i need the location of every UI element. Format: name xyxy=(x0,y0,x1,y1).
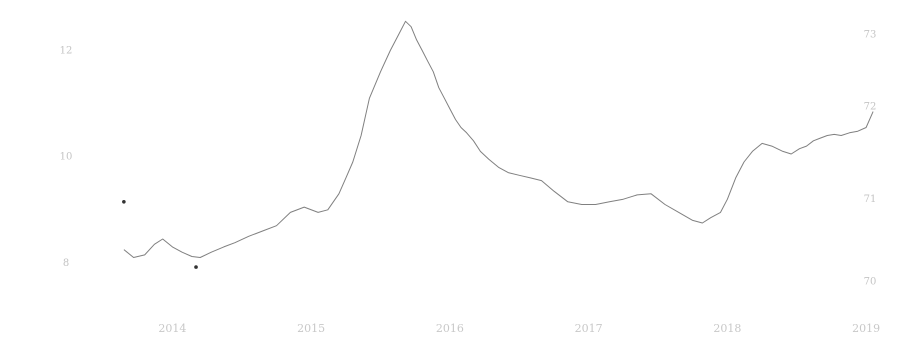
left-tick-label: 10 xyxy=(60,152,73,163)
x-tick-label: 2019 xyxy=(852,322,880,335)
x-tick-label: 2016 xyxy=(436,322,464,335)
left-tick-label: 8 xyxy=(63,258,69,269)
left-axis-ticks: 12 10 8 xyxy=(60,46,73,269)
right-tick-label: 73 xyxy=(864,30,877,41)
right-tick-label: 70 xyxy=(864,276,877,287)
series-lines xyxy=(123,20,874,258)
x-tick-label: 2017 xyxy=(575,322,603,335)
x-tick-label: 2015 xyxy=(297,322,325,335)
series-line xyxy=(123,20,874,258)
right-tick-label: 71 xyxy=(864,194,877,205)
right-tick-label: 72 xyxy=(864,101,877,112)
data-markers xyxy=(122,200,198,269)
x-tick-label: 2014 xyxy=(158,322,186,335)
left-tick-label: 12 xyxy=(60,46,73,57)
x-tick-label: 2018 xyxy=(713,322,741,335)
data-point-marker xyxy=(122,200,126,204)
right-axis-ticks: 73 72 71 70 xyxy=(864,30,877,288)
x-axis-ticks: 2014 2015 2016 2017 2018 2019 xyxy=(158,322,880,335)
data-point-marker xyxy=(194,265,198,269)
